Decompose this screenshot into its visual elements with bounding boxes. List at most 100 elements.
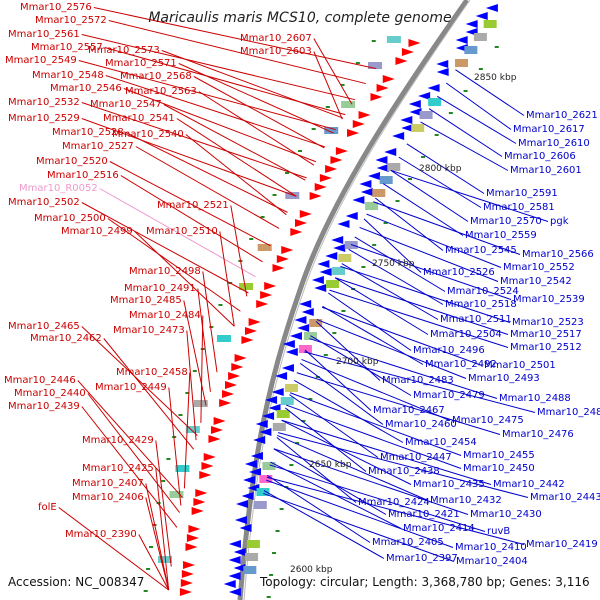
gene-label[interactable]: Mmar10_2547 [90, 99, 162, 110]
gene-label[interactable]: Mmar10_2465 [8, 321, 80, 332]
gene-label[interactable]: Mmar10_2601 [510, 165, 582, 176]
gene-label[interactable]: Mmar10_2424 [358, 497, 430, 508]
gene-label[interactable]: Mmar10_2568 [120, 71, 192, 82]
gene-label[interactable]: Mmar10_2455 [463, 450, 535, 461]
gene-label[interactable]: Mmar10_2517 [510, 329, 582, 340]
gene-label[interactable]: Mmar10_2499 [61, 226, 133, 237]
gene-label[interactable]: Mmar10_2606 [504, 151, 576, 162]
gene-label[interactable]: Mmar10_2443 [530, 492, 600, 503]
gene-label[interactable]: Mmar10_2425 [82, 463, 154, 474]
gene-label[interactable]: Mmar10_R0052 [19, 183, 98, 194]
gene-label[interactable]: Mmar10_2576 [20, 2, 92, 13]
gene-label[interactable]: Mmar10_2407 [72, 478, 144, 489]
gene-label[interactable]: Mmar10_2489 [537, 407, 600, 418]
gene-label[interactable]: Mmar10_2476 [502, 429, 574, 440]
gene-label[interactable]: Mmar10_2607 [240, 33, 312, 44]
gene-label[interactable]: Mmar10_2521 [157, 200, 229, 211]
gene-label[interactable]: Mmar10_2432 [430, 495, 502, 506]
gene-label[interactable]: Mmar10_2518 [445, 299, 517, 310]
gene-label[interactable]: Mmar10_2483 [382, 375, 454, 386]
gene-label[interactable]: Mmar10_2502 [8, 197, 80, 208]
gene-label[interactable]: Mmar10_2617 [513, 124, 585, 135]
gene-label[interactable]: Mmar10_2557 [31, 42, 103, 53]
gene-label[interactable]: Mmar10_2404 [456, 556, 528, 567]
gene-label[interactable]: Mmar10_2462 [30, 333, 102, 344]
gene-label[interactable]: Mmar10_2458 [116, 367, 188, 378]
gene-label[interactable]: Mmar10_2566 [522, 249, 594, 260]
gene-label[interactable]: Mmar10_2526 [423, 267, 495, 278]
gene-label[interactable]: Mmar10_2524 [447, 286, 519, 297]
gene-label[interactable]: Mmar10_2390 [65, 529, 137, 540]
gene-label[interactable]: Mmar10_2621 [526, 110, 598, 121]
gene-label[interactable]: Mmar10_2529 [8, 113, 80, 124]
gene-label[interactable]: Mmar10_2549 [5, 55, 77, 66]
gene-label[interactable]: Mmar10_2516 [47, 170, 119, 181]
gene-label[interactable]: Mmar10_2527 [62, 141, 134, 152]
gene-label[interactable]: Mmar10_2492 [425, 359, 497, 370]
gene-label[interactable]: Mmar10_2397 [386, 553, 458, 564]
gene-label[interactable]: Mmar10_2561 [8, 29, 80, 40]
gene-label[interactable]: Mmar10_2540 [112, 129, 184, 140]
gene-label[interactable]: Mmar10_2581 [483, 202, 555, 213]
gene-label[interactable]: Mmar10_2488 [499, 393, 571, 404]
gene-label[interactable]: Mmar10_2512 [510, 342, 582, 353]
gene-label[interactable]: Mmar10_2405 [372, 537, 444, 548]
gene-label[interactable]: Mmar10_2449 [95, 382, 167, 393]
gene-label[interactable]: Mmar10_2500 [34, 213, 106, 224]
gene-label[interactable]: Mmar10_2475 [452, 415, 524, 426]
gene-label[interactable]: Mmar10_2498 [129, 266, 201, 277]
gene-label[interactable]: Mmar10_2572 [35, 15, 107, 26]
gene-label[interactable]: pgk [550, 216, 569, 227]
gene-label[interactable]: Mmar10_2545 [445, 245, 517, 256]
gene-label[interactable]: Mmar10_2439 [8, 401, 80, 412]
gene-label[interactable]: Mmar10_2552 [503, 262, 575, 273]
gene-label[interactable]: Mmar10_2450 [463, 463, 535, 474]
gene-label[interactable]: Mmar10_2485 [110, 295, 182, 306]
gene-label[interactable]: Mmar10_2504 [430, 329, 502, 340]
gene-label[interactable]: Mmar10_2548 [32, 70, 104, 81]
gene-label[interactable]: Mmar10_2410 [455, 542, 527, 553]
gene-label[interactable]: Mmar10_2532 [8, 97, 80, 108]
gene-label[interactable]: Mmar10_2447 [380, 452, 452, 463]
gene-label[interactable]: Mmar10_2479 [413, 390, 485, 401]
gene-label[interactable]: Mmar10_2421 [388, 509, 460, 520]
gene-label[interactable]: Mmar10_2501 [484, 360, 556, 371]
gene-label[interactable]: Mmar10_2440 [14, 388, 86, 399]
gene-label[interactable]: Mmar10_2510 [146, 226, 218, 237]
gene-label[interactable]: Mmar10_2454 [405, 437, 477, 448]
gene-label[interactable]: Mmar10_2542 [500, 276, 572, 287]
gene-label[interactable]: Mmar10_2610 [518, 138, 590, 149]
gene-label[interactable]: Mmar10_2414 [403, 523, 475, 534]
gene-label[interactable]: Mmar10_2570 [470, 216, 542, 227]
gene-label[interactable]: Mmar10_2491 [124, 283, 196, 294]
gene-label[interactable]: Mmar10_2446 [4, 375, 76, 386]
gene-label[interactable]: Mmar10_2460 [385, 419, 457, 430]
gene-label[interactable]: folE [38, 502, 57, 513]
gene-label[interactable]: Mmar10_2541 [103, 113, 175, 124]
gene-label[interactable]: Mmar10_2438 [368, 466, 440, 477]
gene-label[interactable]: Mmar10_2435 [413, 479, 485, 490]
gene-label[interactable]: Mmar10_2591 [486, 188, 558, 199]
gene-label[interactable]: ruvB [487, 526, 510, 537]
gene-label[interactable]: Mmar10_2511 [440, 314, 512, 325]
gene-label[interactable]: Mmar10_2496 [413, 345, 485, 356]
gene-label[interactable]: Mmar10_2467 [373, 405, 445, 416]
gene-label[interactable]: Mmar10_2563 [125, 86, 197, 97]
gene-label[interactable]: Mmar10_2429 [82, 435, 154, 446]
gene-label[interactable]: Mmar10_2571 [105, 58, 177, 69]
gene-label[interactable]: Mmar10_2528 [52, 127, 124, 138]
gene-label[interactable]: Mmar10_2493 [468, 373, 540, 384]
gene-label[interactable]: Mmar10_2430 [470, 509, 542, 520]
gene-label[interactable]: Mmar10_2442 [493, 479, 565, 490]
gene-label[interactable]: Mmar10_2559 [465, 230, 537, 241]
gene-label[interactable]: Mmar10_2520 [36, 156, 108, 167]
gene-label[interactable]: Mmar10_2573 [88, 45, 160, 56]
gene-label[interactable]: Mmar10_2546 [50, 83, 122, 94]
gene-label[interactable]: Mmar10_2539 [513, 294, 585, 305]
gene-label[interactable]: Mmar10_2523 [512, 317, 584, 328]
gene-label[interactable]: Mmar10_2419 [526, 539, 598, 550]
gene-label[interactable]: Mmar10_2484 [129, 310, 201, 321]
gene-label[interactable]: Mmar10_2603 [240, 46, 312, 57]
gene-label[interactable]: Mmar10_2473 [113, 325, 185, 336]
gene-label[interactable]: Mmar10_2406 [72, 492, 144, 503]
